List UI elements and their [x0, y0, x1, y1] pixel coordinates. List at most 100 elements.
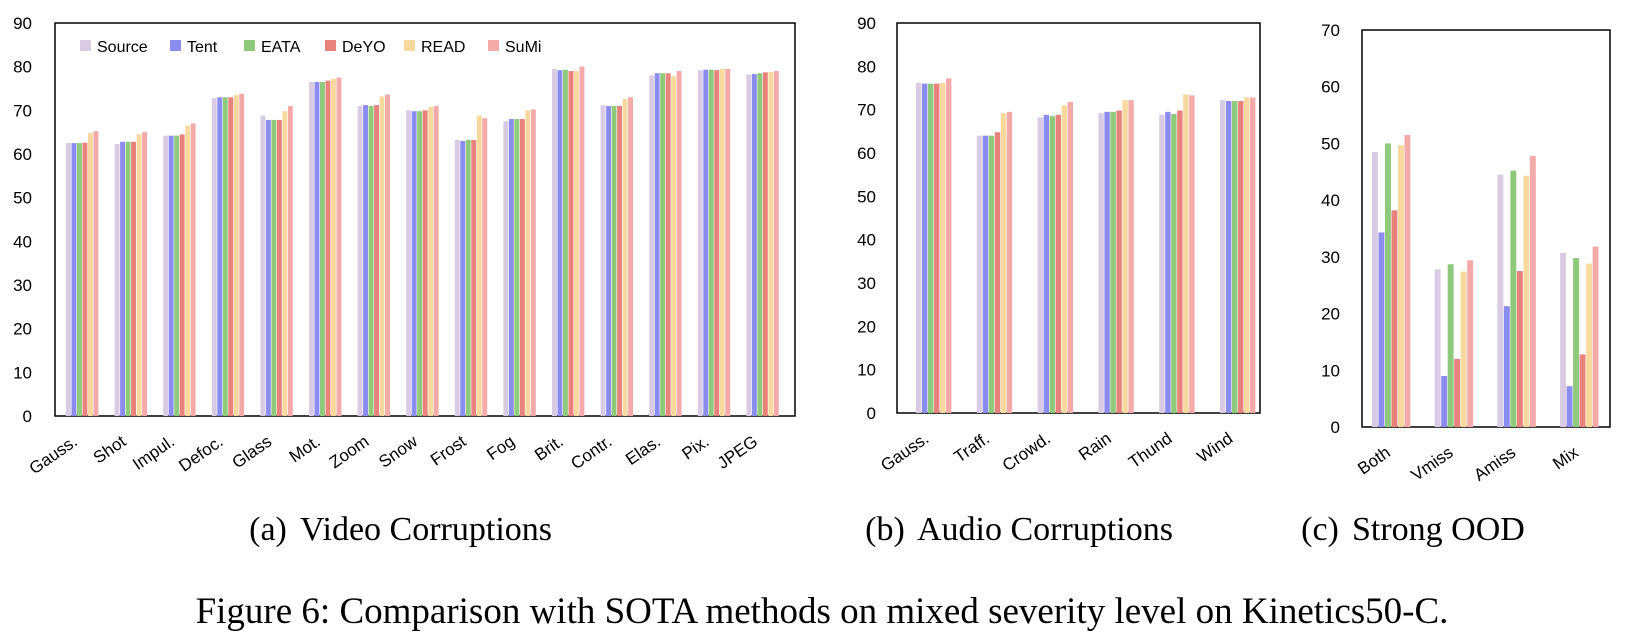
- x-tick-label: Mix: [1549, 442, 1582, 473]
- bar-tent: [1503, 306, 1510, 427]
- subfigure-label: (a): [249, 511, 287, 548]
- x-tick-label: Rain: [1075, 429, 1115, 465]
- bar-tent: [460, 140, 466, 416]
- bar-tent: [168, 135, 174, 416]
- x-tick-label: Frost: [427, 432, 470, 470]
- bar-read: [428, 106, 434, 416]
- bar-sumi: [1067, 101, 1073, 413]
- bar-sumi: [1006, 111, 1013, 413]
- bar-source: [163, 135, 169, 416]
- y-tick-label: 20: [857, 317, 876, 336]
- bar-read: [622, 98, 628, 416]
- y-tick-label: 70: [1321, 21, 1340, 40]
- x-tick-label: Snow: [375, 431, 421, 471]
- bar-sumi: [676, 71, 682, 417]
- bar-tent: [265, 119, 271, 416]
- bar-deyo: [1454, 358, 1461, 427]
- bar-read: [1122, 100, 1128, 413]
- x-tick-label: Fog: [483, 432, 518, 464]
- subfigure-title: Strong OOD: [1352, 511, 1525, 548]
- bar-source: [309, 81, 314, 416]
- bar-eata: [1573, 257, 1579, 427]
- bar-eata: [1510, 170, 1517, 427]
- bar-deyo: [617, 105, 622, 416]
- bar-sumi: [946, 78, 952, 413]
- bar-read: [88, 133, 93, 417]
- legend: Source Tent EATA DeYO READ SuMi: [80, 39, 541, 56]
- bar-tent: [71, 143, 77, 417]
- bar-eata: [611, 105, 617, 416]
- y-tick-label: 10: [1321, 361, 1340, 380]
- bar-source: [916, 82, 922, 414]
- bar-read: [379, 96, 385, 417]
- y-tick-label: 0: [1331, 418, 1340, 437]
- bar-sumi: [725, 68, 731, 416]
- bar-source: [211, 98, 217, 417]
- bar-source: [260, 115, 266, 416]
- bar-eata: [174, 135, 180, 416]
- x-tick-label: Glass: [229, 432, 276, 472]
- bar-source: [503, 121, 509, 416]
- bar-source: [649, 75, 655, 417]
- bar-sumi: [1467, 260, 1474, 427]
- bar-read: [768, 71, 774, 416]
- x-tick-label: Gauss.: [877, 429, 932, 475]
- y-tick-label: 60: [13, 145, 32, 164]
- bar-read: [282, 111, 288, 416]
- bar-deyo: [519, 119, 525, 417]
- bar-source: [406, 110, 412, 416]
- y-tick-label: 60: [1321, 78, 1340, 97]
- x-tick-label: Shot: [90, 432, 130, 468]
- bar-tent: [1104, 111, 1110, 413]
- y-tick-label: 30: [857, 274, 876, 293]
- bar-sumi: [287, 105, 293, 416]
- y-tick-label: 90: [13, 14, 32, 33]
- legend-swatch-deyo: [325, 40, 336, 51]
- bar-tent: [217, 97, 223, 416]
- panel-strong-ood: 0 10 20 30 40 50 60 70 Both Vmiss Amiss Mix: [1321, 21, 1611, 485]
- bar-eata: [708, 69, 714, 417]
- legend-swatch-tent: [170, 40, 181, 51]
- bar-eata: [271, 119, 277, 416]
- bar-read: [671, 76, 677, 417]
- bar-read: [719, 68, 725, 416]
- bar-tent: [982, 135, 989, 413]
- x-tick-label: Impul.: [129, 432, 178, 474]
- bar-eata: [988, 135, 995, 413]
- bar-eata: [320, 81, 325, 416]
- bar-source: [454, 140, 460, 416]
- bar-tent: [1566, 386, 1573, 427]
- bar-deyo: [1116, 110, 1122, 414]
- bar-sumi: [482, 118, 488, 417]
- y-tick-label: 10: [857, 361, 876, 380]
- bar-source: [114, 143, 120, 416]
- y-tick-label: 50: [857, 187, 876, 206]
- plot-frame: [1361, 29, 1611, 428]
- y-tick-label: 10: [13, 363, 32, 382]
- y-tick-label: 30: [13, 276, 32, 295]
- subfigure-label: (b): [865, 511, 905, 548]
- x-tick-label: Pix.: [678, 432, 712, 464]
- bar-eata: [1385, 143, 1391, 427]
- bar-sumi: [336, 77, 342, 416]
- x-tick-label: Defoc.: [175, 432, 226, 476]
- y-tick-label: 30: [1321, 248, 1340, 267]
- bar-sumi: [1189, 95, 1195, 413]
- bar-deyo: [1516, 271, 1523, 427]
- bar-eata: [563, 69, 568, 417]
- y-tick-label: 40: [13, 232, 32, 251]
- figure-caption: Figure 6: Comparison with SOTA methods o…: [196, 591, 1449, 632]
- bar-tent: [411, 111, 417, 416]
- bar-deyo: [131, 141, 136, 417]
- bar-sumi: [773, 71, 779, 417]
- y-tick-label: 80: [13, 58, 32, 77]
- bar-tent: [922, 83, 928, 414]
- y-tick-label: 40: [1321, 191, 1340, 210]
- bar-tent: [508, 119, 514, 417]
- bar-eata: [465, 140, 471, 416]
- bar-read: [1000, 113, 1007, 413]
- legend-label-deyo: DeYO: [342, 39, 386, 56]
- bar-deyo: [1579, 354, 1586, 427]
- bar-read: [233, 95, 239, 417]
- bar-tent: [1165, 111, 1171, 413]
